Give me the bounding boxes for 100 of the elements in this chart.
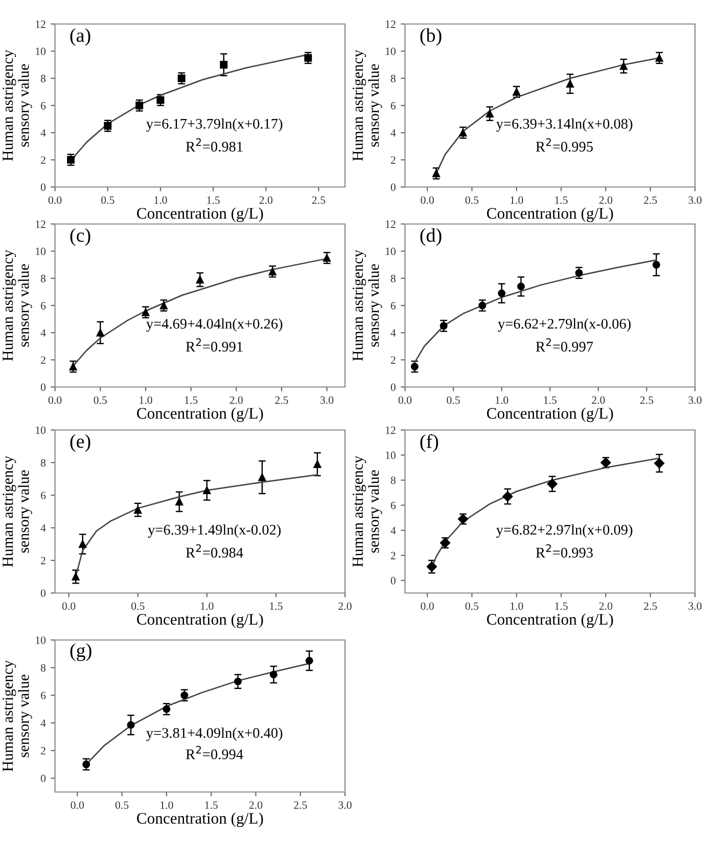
- point: [156, 96, 164, 104]
- point: [512, 88, 520, 96]
- annotation: (b): [420, 28, 442, 46]
- annotation: (a): [70, 28, 90, 46]
- point: [82, 760, 90, 768]
- y-tick-label: 8: [40, 74, 46, 82]
- y-tick-label: 6: [390, 502, 396, 510]
- annotation: y=4.69+4.04ln(x+0.26): [146, 318, 282, 332]
- x-axis-title: Concentration (g/L): [487, 613, 613, 628]
- x-tick-label: 2.0: [249, 801, 262, 809]
- x-tick-label: 3.0: [320, 396, 334, 404]
- point: [203, 486, 211, 494]
- y-tick-label: 8: [40, 664, 46, 672]
- y-tick-label: 12: [386, 426, 396, 434]
- x-tick-label: 1.0: [160, 801, 174, 809]
- x-tick-label: 0.5: [465, 196, 478, 204]
- x-tick-label: 2.0: [592, 396, 605, 404]
- x-tick-label: 0.0: [62, 602, 76, 610]
- point: [314, 460, 322, 468]
- point: [498, 289, 506, 298]
- y-tick-label: 10: [36, 48, 46, 56]
- x-tick-label: 2.0: [599, 196, 612, 204]
- y-tick-label: 10: [386, 248, 396, 256]
- x-axis-title: Concentration (g/L): [137, 613, 263, 628]
- point: [196, 276, 204, 284]
- x-tick-label: 2.0: [230, 396, 243, 404]
- y-tick-label: 10: [386, 48, 396, 56]
- y-tick-label: 10: [36, 248, 46, 256]
- annotation: R$^{2}$=0.991: [186, 338, 242, 352]
- point: [258, 473, 266, 482]
- x-tick-label: 1.5: [270, 602, 282, 610]
- y-tick-label: 6: [40, 302, 46, 310]
- x-tick-label: 0.5: [101, 196, 114, 204]
- point: [234, 678, 242, 686]
- x-tick-label: 1.5: [184, 396, 198, 404]
- point: [547, 478, 558, 490]
- point: [127, 721, 135, 729]
- x-tick-label: 2.5: [644, 602, 657, 610]
- annotation: R$^{2}$=0.997: [536, 338, 593, 352]
- y-tick-label: 6: [40, 492, 46, 500]
- y-axis-title: Human astrigency sensory value: [2, 660, 32, 772]
- point: [305, 656, 314, 665]
- x-tick-label: 2.5: [294, 801, 307, 809]
- y-tick-label: 0: [390, 576, 396, 584]
- point: [566, 80, 574, 88]
- annotation: y=6.17+3.79ln(x+0.17): [146, 118, 282, 132]
- y-tick-label: 6: [390, 102, 396, 110]
- y-tick-label: 12: [36, 220, 46, 228]
- y-tick-label: 8: [390, 274, 396, 282]
- y-tick-label: 2: [40, 156, 46, 164]
- y-axis-title: Human astrigency sensory value: [2, 50, 32, 161]
- x-tick-label: 1.5: [555, 602, 568, 610]
- y-tick-label: 8: [40, 274, 46, 282]
- x-tick-label: 0.0: [48, 396, 62, 404]
- annotation: R$^{2}$=0.995: [536, 138, 593, 152]
- x-tick-label: 2.5: [275, 396, 288, 404]
- y-tick-label: 2: [390, 156, 396, 164]
- x-axis-title: Concentration (g/L): [487, 407, 613, 422]
- point: [432, 170, 440, 178]
- point: [517, 282, 525, 290]
- x-tick-label: 3.0: [338, 801, 352, 809]
- annotation: R$^{2}$=0.981: [186, 138, 242, 152]
- point: [178, 74, 186, 82]
- annotation: y=3.81+4.09ln(x+0.40): [146, 728, 282, 741]
- point: [655, 54, 664, 62]
- y-axis-title: Human astrigency sensory value: [2, 456, 32, 567]
- y-tick-label: 6: [390, 302, 396, 310]
- y-tick-label: 4: [390, 129, 396, 137]
- annotation: (f): [420, 434, 438, 452]
- point: [323, 254, 331, 262]
- x-tick-label: 1.5: [205, 801, 218, 809]
- y-tick-label: 12: [36, 20, 46, 28]
- point: [160, 302, 168, 310]
- annotation: (g): [70, 643, 92, 662]
- point: [652, 260, 660, 269]
- y-axis-title: Human astrigency sensory value: [352, 456, 382, 567]
- x-tick-label: 0.5: [465, 602, 478, 610]
- y-tick-label: 4: [40, 719, 46, 727]
- x-tick-label: 1.0: [510, 602, 524, 610]
- annotation: R$^{2}$=0.984: [186, 544, 244, 558]
- x-tick-label: 1.5: [555, 196, 568, 204]
- y-axis-title: Human astrigency sensory value: [352, 250, 382, 361]
- point: [440, 322, 448, 330]
- x-tick-label: 1.5: [544, 396, 557, 404]
- y-tick-label: 0: [40, 774, 46, 782]
- y-tick-label: 4: [390, 526, 396, 534]
- y-tick-label: 2: [390, 552, 396, 560]
- point: [459, 128, 467, 136]
- point: [104, 122, 112, 130]
- x-tick-label: 3.0: [688, 602, 702, 610]
- annotation: R$^{2}$=0.993: [536, 544, 593, 558]
- point: [134, 506, 142, 514]
- x-tick-label: 2.0: [259, 196, 272, 204]
- point: [304, 54, 312, 62]
- annotation: y=6.62+2.79ln(x-0.06): [498, 318, 631, 332]
- y-tick-label: 4: [390, 329, 396, 337]
- x-tick-label: 0.0: [420, 196, 434, 204]
- y-tick-label: 8: [40, 459, 46, 467]
- y-tick-label: 0: [390, 383, 396, 391]
- y-tick-label: 2: [40, 356, 46, 364]
